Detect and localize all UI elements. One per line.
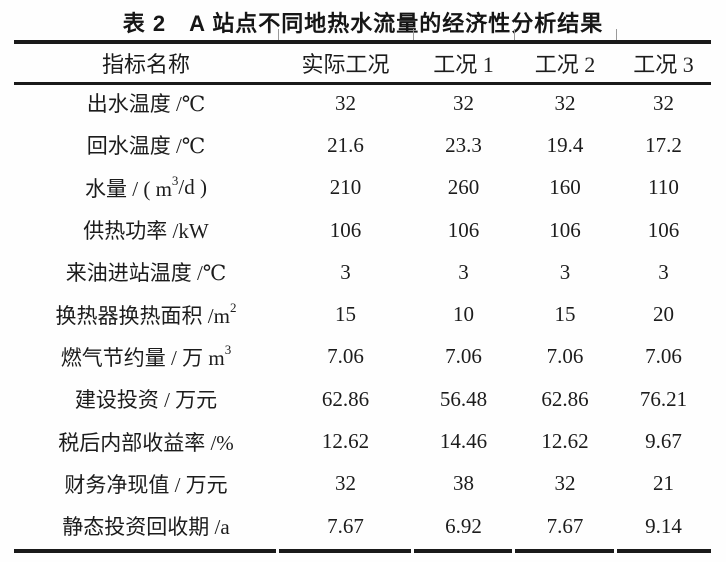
row-label-text: 换热器换热面积 /m — [55, 303, 230, 328]
table-cell: 10 — [453, 302, 474, 327]
row-label-text: 建设投资 / 万元 — [74, 388, 218, 413]
table-cell: 32 — [453, 90, 474, 115]
table-cell: 15 — [335, 302, 356, 327]
table-cell: 3 — [658, 259, 669, 284]
row-label-text: 来油进站温度 /℃ — [65, 261, 227, 286]
table-cell: 19.4 — [546, 132, 584, 157]
table-cell: 106 — [329, 217, 362, 242]
table-cell: 21.6 — [327, 132, 364, 157]
bottom-rule-segment — [279, 549, 411, 553]
row-label-unit: /d ) — [178, 175, 207, 200]
table-cell: 32 — [653, 90, 674, 115]
column-header-indicator: 指标名称 — [101, 52, 190, 77]
table-cell: 7.06 — [546, 344, 584, 369]
row-label: 静态投资回收期 /a — [14, 505, 278, 547]
row-label: 出水温度 /℃ — [14, 82, 278, 124]
table-title: 表 2 A 站点不同地热水流量的经济性分析结果 — [122, 11, 604, 36]
row-label: 财务净现值 / 万元 — [14, 463, 278, 505]
column-tick — [514, 29, 515, 40]
table-cell: 3 — [340, 259, 351, 284]
table-cell: 38 — [453, 471, 474, 496]
row-label-text: 燃气节约量 / 万 m — [60, 345, 225, 370]
table-cell: 12.62 — [541, 429, 589, 454]
table-cell: 9.67 — [645, 429, 682, 454]
table-cell: 260 — [447, 175, 480, 200]
table-cell: 21 — [653, 471, 674, 496]
row-label: 水量 / ( m 3/d ) — [85, 172, 207, 201]
column-header-case3: 工况 3 — [633, 52, 694, 77]
table-cell: 7.67 — [546, 513, 584, 538]
table-cell: 3 — [458, 259, 469, 284]
table-cell: 32 — [335, 90, 356, 115]
row-label: 建设投资 / 万元 — [14, 378, 278, 420]
column-tick — [278, 29, 279, 40]
table-cell: 17.2 — [645, 132, 682, 157]
table-bottom-rule — [14, 549, 711, 553]
row-label: 供热功率 /kW — [14, 209, 278, 251]
column-header-case2: 工况 2 — [534, 52, 596, 77]
table-cell: 32 — [335, 471, 356, 496]
table-cell: 62.86 — [321, 386, 370, 411]
table-cell: 9.14 — [645, 513, 682, 538]
table-cell: 12.62 — [321, 429, 370, 454]
column-header-case1: 工况 1 — [433, 52, 494, 77]
table-cell: 106 — [647, 217, 680, 242]
bottom-rule-segment — [617, 549, 711, 553]
table-cell: 32 — [554, 471, 576, 496]
column-tick — [616, 29, 617, 40]
table-cell: 23.3 — [445, 132, 482, 157]
table-cell: 110 — [648, 175, 679, 200]
table-cell: 6.92 — [445, 513, 482, 538]
table-header-rule — [14, 82, 711, 85]
table-cell: 7.06 — [445, 344, 482, 369]
table-top-rule — [14, 40, 711, 44]
table-cell: 56.48 — [439, 386, 488, 411]
row-label: 税后内部收益率 /% — [14, 420, 278, 462]
column-header-actual: 实际工况 — [301, 52, 390, 77]
table-cell: 7.06 — [327, 344, 364, 369]
table-cell: 76.21 — [639, 386, 688, 411]
row-label: 来油进站温度 /℃ — [14, 251, 278, 293]
row-label-text: 供热功率 /kW — [83, 219, 209, 244]
row-label-text: 水量 / ( m — [85, 176, 172, 201]
table-cell: 7.67 — [327, 513, 364, 538]
row-label: 换热器换热面积 /m 2 — [55, 299, 237, 328]
table-cell: 210 — [329, 175, 362, 200]
table-cell: 3 — [559, 259, 571, 284]
table-cell: 15 — [554, 302, 576, 327]
row-label-text: 财务净现值 / 万元 — [64, 472, 228, 497]
table-cell: 106 — [447, 217, 480, 242]
table-cell: 14.46 — [439, 429, 488, 454]
bottom-rule-segment — [14, 549, 276, 553]
row-label-text: 税后内部收益率 /% — [58, 430, 234, 455]
row-label: 回水温度 /℃ — [14, 124, 278, 166]
row-label-text: 回水温度 /℃ — [86, 134, 206, 159]
bottom-rule-segment — [414, 549, 512, 553]
table-cell: 62.86 — [541, 386, 589, 411]
table-cell: 106 — [549, 217, 581, 242]
table-cell: 160 — [549, 175, 581, 200]
bottom-rule-segment — [515, 549, 614, 553]
column-tick — [413, 29, 414, 40]
table-cell: 32 — [554, 90, 576, 115]
row-label-text: 静态投资回收期 /a — [62, 515, 230, 540]
data-table: 指标名称 实际工况 工况 1 工况 2 工况 3 出水温度 /℃ 32 32 3… — [14, 44, 711, 547]
table-cell: 20 — [653, 302, 674, 327]
row-label-text: 出水温度 /℃ — [86, 92, 206, 117]
table-cell: 7.06 — [645, 344, 682, 369]
